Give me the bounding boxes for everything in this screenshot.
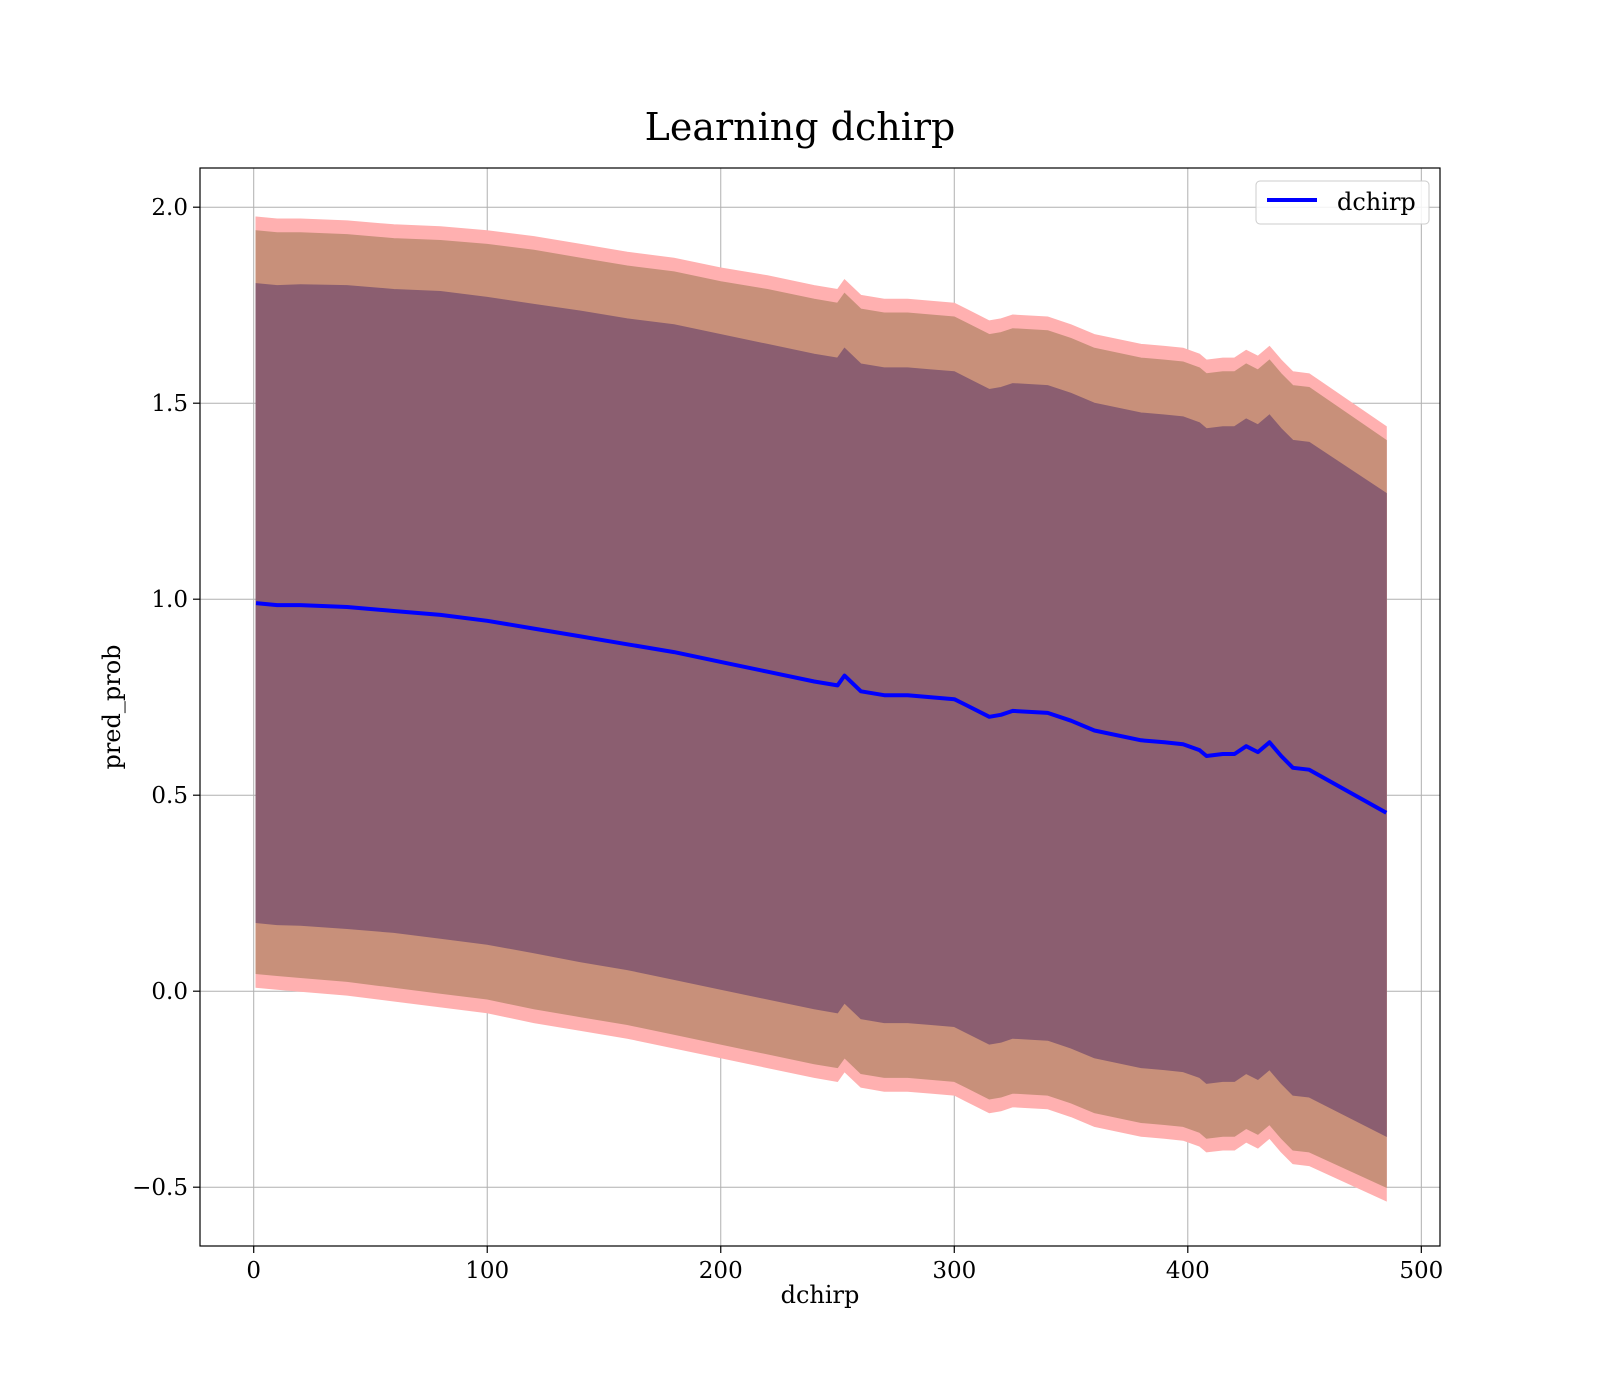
- legend-box: [1255, 180, 1430, 225]
- x-tick-label: 400: [1166, 1258, 1210, 1284]
- legend-label: dchirp: [1337, 188, 1416, 216]
- series-line-dchirp: [255, 601, 1388, 815]
- x-tick-label: 500: [1399, 1258, 1443, 1284]
- x-tick-label: 300: [932, 1258, 976, 1284]
- y-tick-label: −0.5: [132, 1175, 188, 1201]
- y-axis-label: pred_prob: [98, 644, 126, 769]
- x-tick-label: 0: [246, 1258, 261, 1284]
- y-tick-label: 1.0: [151, 587, 188, 613]
- confidence-bands: [255, 216, 1387, 1202]
- y-tick-label: 0.5: [151, 783, 188, 809]
- x-axis-label: dchirp: [781, 1281, 860, 1309]
- axis-ticks: 0 100 200 300 400 500 −0.5 0.0 0.5 1.0 1.5 2.0: [132, 195, 1443, 1284]
- x-tick-label: 100: [465, 1258, 509, 1284]
- band-1-sigma: [255, 283, 1387, 1138]
- x-tick-label: 200: [699, 1258, 743, 1284]
- y-tick-label: 2.0: [151, 195, 188, 221]
- series-lines: [255, 601, 1388, 815]
- legend: dchirp: [1255, 180, 1430, 225]
- y-tick-label: 0.0: [151, 979, 188, 1005]
- chart-title: Learning dchirp: [645, 105, 956, 149]
- y-tick-label: 1.5: [151, 391, 188, 417]
- plot-frame: [199, 167, 1441, 1247]
